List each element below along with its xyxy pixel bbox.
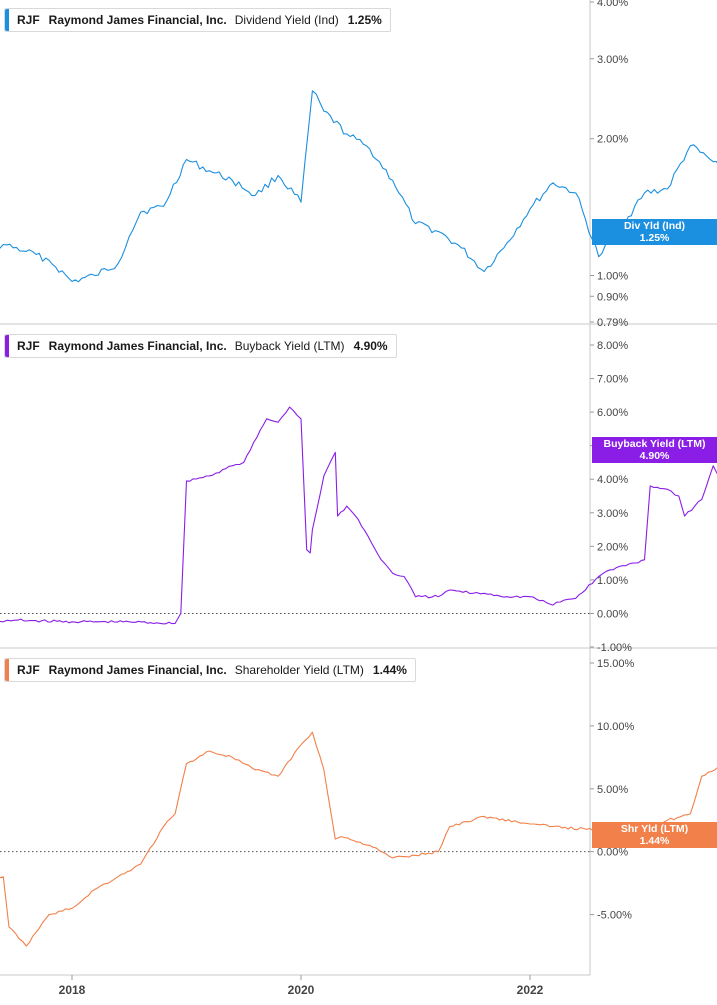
flag-label: Shr Yld (LTM) [620, 822, 689, 835]
y-tick-label: 2.00% [597, 134, 628, 146]
buyback-yield-line [0, 406, 717, 625]
x-tick-label: 2020 [288, 983, 315, 997]
buyback-yield-legend: RJF Raymond James Financial, Inc. Buybac… [4, 334, 397, 358]
x-tick-label: 2018 [59, 983, 86, 997]
y-tick-label: 3.00% [597, 54, 628, 66]
flag-value: 1.25% [639, 232, 670, 245]
y-tick-label: -5.00% [597, 910, 632, 922]
legend-metric: Dividend Yield (Ind) [234, 13, 339, 27]
y-tick-label: 3.00% [597, 508, 628, 520]
legend-ticker: RJF [17, 13, 40, 27]
y-tick-label: 6.00% [597, 407, 628, 419]
legend-company: Raymond James Financial, Inc. [48, 13, 227, 27]
y-tick-label: 2.00% [597, 541, 628, 553]
legend-value: 1.44% [372, 663, 407, 677]
x-axis: 20182020202220242026 [59, 975, 544, 997]
buyback-yield-swatch [5, 335, 9, 357]
buyback-yield-flag: Buyback Yield (LTM) 4.90% [592, 437, 717, 464]
legend-ticker: RJF [17, 339, 40, 353]
y-tick-label: -1.00% [597, 642, 632, 654]
shareholder-yield-line [0, 731, 717, 947]
y-tick-label: 8.00% [597, 340, 628, 352]
legend-ticker: RJF [17, 663, 40, 677]
y-tick-label: 0.00% [597, 608, 628, 620]
legend-value: 1.25% [347, 13, 382, 27]
x-tick-label: 2022 [517, 983, 544, 997]
series-layer [0, 90, 717, 947]
y-tick-label: 5.00% [597, 784, 628, 796]
legend-company: Raymond James Financial, Inc. [48, 663, 227, 677]
y-tick-label: 7.00% [597, 374, 628, 386]
dividend-yield-flag: Div Yld (Ind) 1.25% [592, 219, 717, 246]
y-tick-label: 10.00% [597, 721, 635, 733]
y-tick-label: 0.00% [597, 847, 628, 859]
y-tick-label: 0.90% [597, 291, 628, 303]
legend-metric: Buyback Yield (LTM) [234, 339, 345, 353]
flag-value: 1.44% [639, 834, 670, 847]
legend-value: 4.90% [353, 339, 388, 353]
flag-value: 4.90% [639, 450, 670, 463]
shareholder-yield-swatch [5, 659, 9, 681]
legend-metric: Shareholder Yield (LTM) [234, 663, 364, 677]
chart-frame [0, 0, 717, 976]
flag-label: Div Yld (Ind) [623, 220, 686, 233]
legend-company: Raymond James Financial, Inc. [48, 339, 227, 353]
shareholder-yield-flag: Shr Yld (LTM) 1.44% [592, 821, 717, 848]
shareholder-yield-legend: RJF Raymond James Financial, Inc. Shareh… [4, 658, 416, 682]
y-tick-label: 1.00% [597, 575, 628, 587]
y-tick-label: 4.00% [597, 474, 628, 486]
y-tick-label: 0.79% [597, 317, 628, 329]
dividend-yield-legend: RJF Raymond James Financial, Inc. Divide… [4, 8, 391, 32]
flag-label: Buyback Yield (LTM) [603, 438, 706, 451]
dividend-yield-swatch [5, 9, 9, 31]
y-tick-label: 15.00% [597, 658, 635, 670]
dividend-yield-line [0, 90, 717, 283]
y-tick-label: 4.00% [597, 0, 628, 9]
y-tick-label: 1.00% [597, 270, 628, 282]
